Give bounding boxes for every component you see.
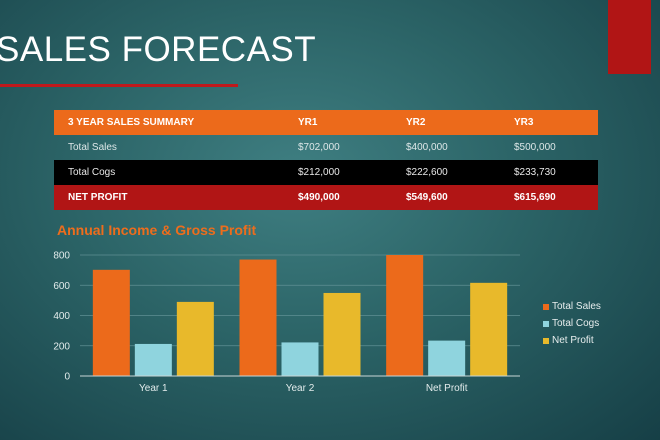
bar-chart: 0 200 400 600 800 Year 1 Year 2 Net Profit (53, 251, 520, 394)
chart-legend: Total Sales Total Cogs Net Profit (543, 298, 601, 349)
table-header-cell: 3 YEAR SALES SUMMARY (68, 117, 195, 128)
chart-gridlines (80, 254, 520, 347)
legend-item: Total Sales (543, 298, 601, 315)
table-cell: $400,000 (406, 142, 448, 153)
corner-accent (608, 0, 651, 74)
y-tick-label: 800 (53, 251, 70, 262)
table-header-cell: YR3 (514, 117, 534, 128)
table-row: Total Sales $702,000 $400,000 $500,000 (54, 135, 598, 160)
legend-item: Total Cogs (543, 315, 601, 332)
table-cell: $500,000 (514, 142, 556, 153)
table-cell: Total Sales (68, 142, 117, 153)
chart-title: Annual Income & Gross Profit (57, 222, 257, 238)
table-header-cell: YR2 (406, 117, 426, 128)
chart-bars (92, 255, 508, 376)
table-cell: NET PROFIT (68, 192, 128, 203)
legend-label: Total Cogs (552, 318, 600, 329)
table-cell: Total Cogs (68, 167, 116, 178)
y-axis-ticks: 0 200 400 600 800 (53, 251, 70, 383)
title-underline (0, 84, 238, 87)
x-axis-labels: Year 1 Year 2 Net Profit (139, 383, 468, 394)
bar-net-profit (470, 282, 508, 376)
bar-net-profit (176, 301, 214, 376)
slide-title: SALES FORECAST (0, 30, 317, 69)
bar-total-sales (386, 255, 424, 376)
legend-label: Total Sales (552, 301, 601, 312)
table-header-row: 3 YEAR SALES SUMMARY YR1 YR2 YR3 (54, 110, 598, 135)
y-tick-label: 0 (64, 372, 70, 383)
bar-total-cogs (134, 343, 172, 376)
legend-label: Net Profit (552, 335, 594, 346)
bar-total-cogs (281, 342, 319, 376)
x-tick-label: Net Profit (426, 383, 468, 394)
table-cell: $702,000 (298, 142, 340, 153)
x-tick-label: Year 2 (286, 383, 315, 394)
table-cell: $212,000 (298, 167, 340, 178)
y-tick-label: 600 (53, 281, 70, 292)
bar-total-sales (239, 259, 277, 376)
bar-total-cogs (428, 340, 466, 376)
table-cell: $615,690 (514, 192, 556, 203)
legend-swatch-total-cogs (543, 320, 549, 327)
sales-summary-table: 3 YEAR SALES SUMMARY YR1 YR2 YR3 Total S… (54, 110, 598, 210)
table-row: NET PROFIT $490,000 $549,600 $615,690 (54, 185, 598, 210)
table-cell: $222,600 (406, 167, 448, 178)
table-header-cell: YR1 (298, 117, 318, 128)
bar-total-sales (92, 269, 130, 376)
table-cell: $490,000 (298, 192, 340, 203)
legend-swatch-net-profit (543, 337, 549, 344)
table-cell: $233,730 (514, 167, 556, 178)
y-tick-label: 200 (53, 341, 70, 352)
bar-net-profit (323, 292, 361, 376)
y-tick-label: 400 (53, 311, 70, 322)
legend-item: Net Profit (543, 332, 601, 349)
table-cell: $549,600 (406, 192, 448, 203)
table-row: Total Cogs $212,000 $222,600 $233,730 (54, 160, 598, 185)
x-tick-label: Year 1 (139, 383, 168, 394)
legend-swatch-total-sales (543, 303, 549, 310)
